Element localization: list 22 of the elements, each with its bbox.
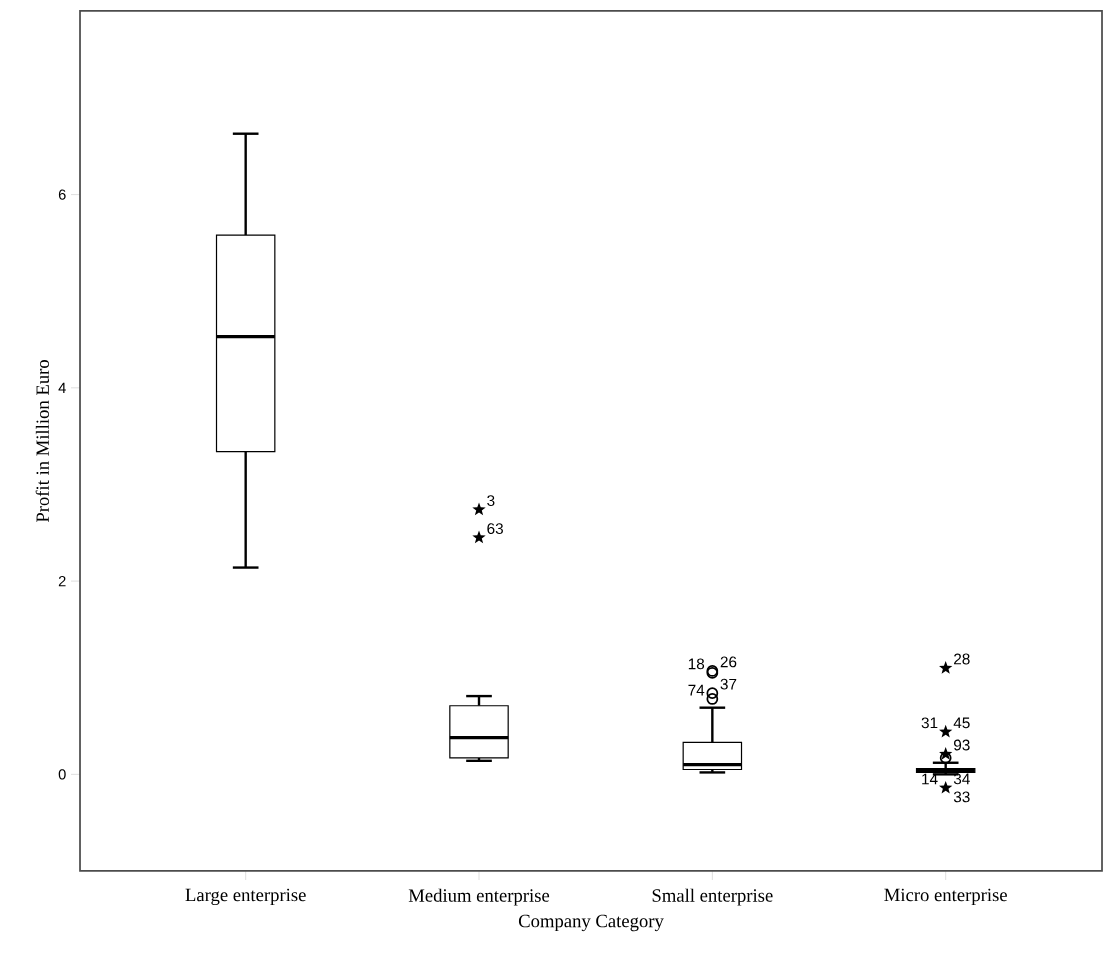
y-tick-label: 6 xyxy=(58,189,66,200)
annotation: 26 xyxy=(720,656,737,668)
annotation: 31 xyxy=(921,717,938,729)
annotation: 33 xyxy=(953,791,970,803)
annotation: 3 xyxy=(487,495,495,506)
annotation: 93 xyxy=(953,739,970,751)
annotation: 37 xyxy=(720,678,737,690)
y-axis-title: Profit in Million Euro xyxy=(35,360,49,523)
annotation: 14 xyxy=(922,773,938,785)
x-tick-label: Small enterprise xyxy=(652,888,773,906)
y-tick-label: 4 xyxy=(58,382,66,393)
annotation: 28 xyxy=(954,653,970,665)
annotation: 74 xyxy=(688,684,705,696)
x-tick-label: Micro enterprise xyxy=(884,888,1007,906)
annotation: 63 xyxy=(487,523,503,535)
x-axis-title: Company Category xyxy=(518,914,664,932)
x-tick-label: Large enterprise xyxy=(185,888,306,906)
annotation: 45 xyxy=(953,717,970,729)
x-tick-label: Medium enterprise xyxy=(408,888,550,906)
y-tick-label: 0 xyxy=(58,769,66,780)
annotation: 18 xyxy=(688,658,705,670)
y-tick-label: 2 xyxy=(58,575,66,587)
